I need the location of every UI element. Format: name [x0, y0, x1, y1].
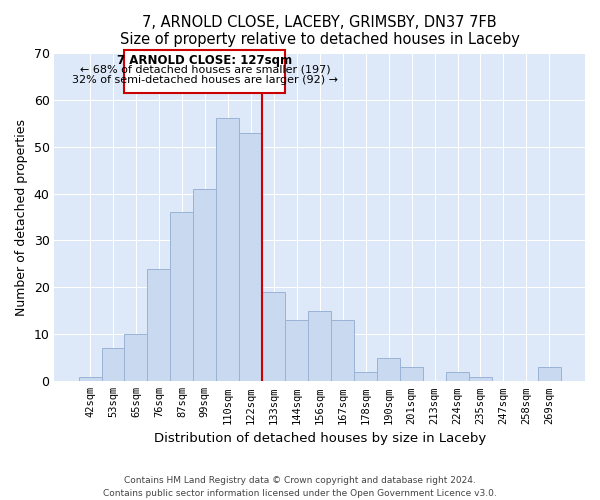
- Bar: [400, 367, 423, 382]
- Bar: [538, 367, 561, 382]
- Bar: [308, 311, 331, 382]
- Bar: [469, 376, 492, 382]
- Bar: [377, 358, 400, 382]
- Bar: [101, 348, 124, 382]
- Bar: [79, 376, 101, 382]
- Bar: [124, 334, 148, 382]
- Bar: [217, 118, 239, 382]
- Bar: [446, 372, 469, 382]
- Bar: [331, 320, 354, 382]
- Bar: [285, 320, 308, 382]
- Text: 32% of semi-detached houses are larger (92) →: 32% of semi-detached houses are larger (…: [72, 76, 338, 86]
- Text: 7 ARNOLD CLOSE: 127sqm: 7 ARNOLD CLOSE: 127sqm: [118, 54, 292, 66]
- Bar: [148, 268, 170, 382]
- Bar: [239, 132, 262, 382]
- Y-axis label: Number of detached properties: Number of detached properties: [15, 118, 28, 316]
- Bar: [262, 292, 285, 382]
- Text: Contains HM Land Registry data © Crown copyright and database right 2024.
Contai: Contains HM Land Registry data © Crown c…: [103, 476, 497, 498]
- Title: 7, ARNOLD CLOSE, LACEBY, GRIMSBY, DN37 7FB
Size of property relative to detached: 7, ARNOLD CLOSE, LACEBY, GRIMSBY, DN37 7…: [120, 15, 520, 48]
- Bar: [170, 212, 193, 382]
- Text: ← 68% of detached houses are smaller (197): ← 68% of detached houses are smaller (19…: [80, 64, 330, 74]
- Bar: [193, 189, 217, 382]
- Bar: [354, 372, 377, 382]
- X-axis label: Distribution of detached houses by size in Laceby: Distribution of detached houses by size …: [154, 432, 486, 445]
- FancyBboxPatch shape: [124, 50, 285, 92]
